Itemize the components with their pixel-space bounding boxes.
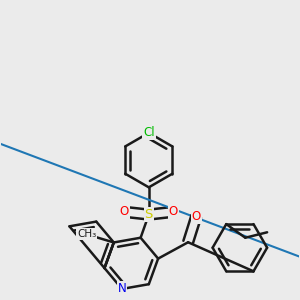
- Text: CH₃: CH₃: [77, 229, 96, 239]
- Text: O: O: [120, 206, 129, 218]
- Text: O: O: [192, 210, 201, 223]
- Text: O: O: [169, 206, 178, 218]
- Text: Cl: Cl: [143, 126, 154, 139]
- Text: N: N: [118, 282, 126, 296]
- Text: S: S: [145, 208, 153, 221]
